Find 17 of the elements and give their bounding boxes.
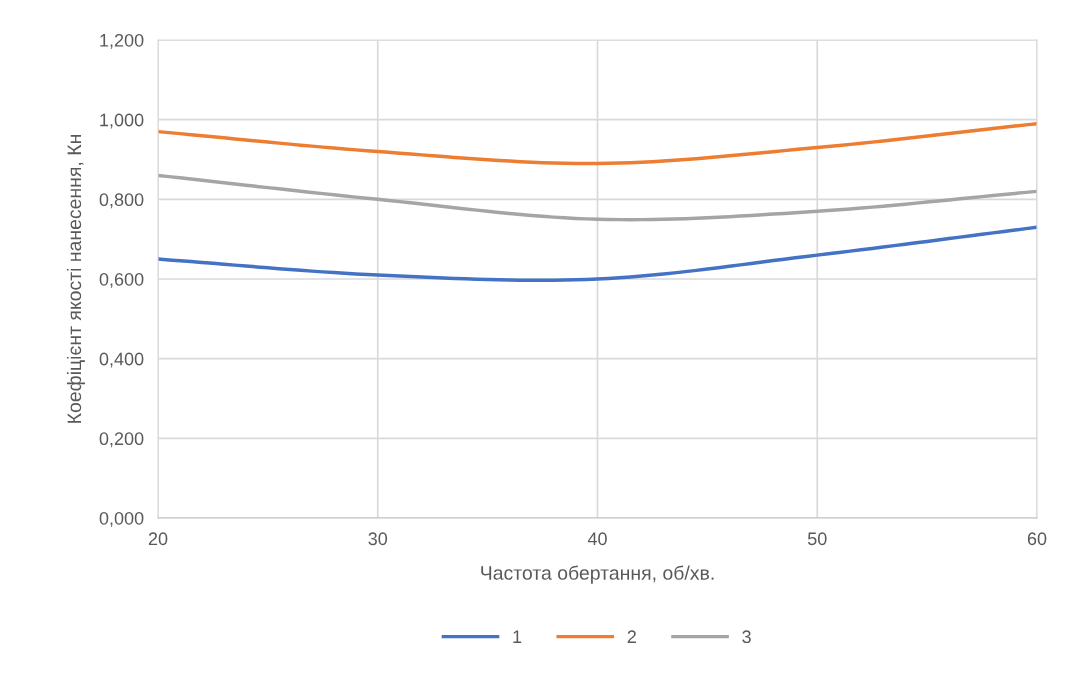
y-tick-label: 0,200 — [99, 432, 144, 448]
legend-label: 2 — [627, 630, 636, 643]
y-tick-label: 0,600 — [99, 272, 144, 288]
y-tick-label: 1,000 — [100, 113, 144, 129]
x-axis-title: Частота обертання, об/хв. — [481, 565, 714, 584]
y-tick-label: 0,800 — [99, 193, 144, 209]
y-axis-title: Коефіцієнт якості нанесення, Кн — [66, 135, 86, 423]
y-tick-label: 0,000 — [99, 511, 144, 527]
legend-label: 1 — [513, 630, 522, 643]
y-tick-label: 1,200 — [100, 33, 144, 49]
x-tick-label: 30 — [368, 532, 388, 546]
legend-label: 3 — [742, 630, 751, 644]
x-tick-label: 60 — [1027, 532, 1047, 546]
x-tick-label: 40 — [587, 532, 607, 546]
x-tick-label: 50 — [807, 532, 827, 546]
x-tick-label: 20 — [148, 532, 168, 546]
y-tick-label: 0,400 — [99, 352, 144, 368]
